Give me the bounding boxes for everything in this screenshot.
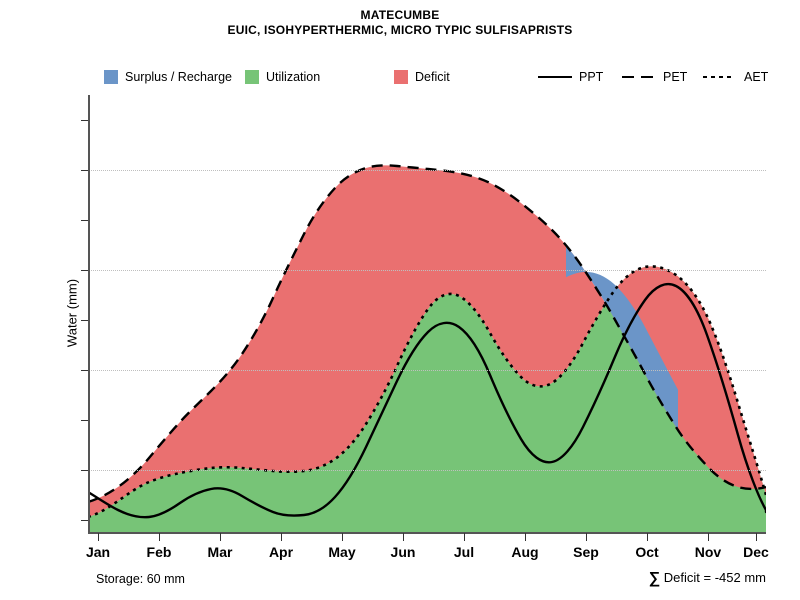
y-axis-title: Water (mm) <box>64 278 80 348</box>
pet-line <box>88 164 766 504</box>
ytick-200 <box>81 119 88 121</box>
xtick-label-dec: Dec <box>743 544 769 560</box>
aet-line <box>88 265 766 519</box>
gridline-100 <box>88 369 766 372</box>
xtick-label-aug: Aug <box>511 544 539 560</box>
xtick-mar <box>220 533 222 541</box>
surplus-swatch-icon <box>104 70 118 84</box>
ytick-140 <box>81 269 88 271</box>
xtick-label-jul: Jul <box>453 544 475 560</box>
xtick-nov <box>708 533 710 541</box>
legend-item-deficit: Deficit <box>394 66 450 88</box>
legend-item-utilization: Utilization <box>245 66 320 88</box>
surplus-area <box>566 245 678 431</box>
storage-note: Storage: 60 mm <box>96 572 185 586</box>
sigma-icon: ∑ <box>648 570 661 587</box>
utilization-area <box>88 266 766 532</box>
xtick-label-nov: Nov <box>694 544 722 560</box>
xtick-jun <box>403 533 405 541</box>
legend-label-ppt: PPT <box>579 70 604 84</box>
plot-area: 40 60 80 100 120 140 160 180 200 Water (… <box>65 95 769 560</box>
legend-label-deficit: Deficit <box>415 70 450 84</box>
ytick-160 <box>81 219 88 221</box>
xtick-may <box>342 533 344 541</box>
xtick-jan <box>98 533 100 541</box>
dashed-line-icon <box>622 70 656 84</box>
ytick-120 <box>81 319 88 321</box>
xtick-jul <box>464 533 466 541</box>
legend-item-aet: AET <box>703 66 768 88</box>
gridline-150 <box>88 269 766 272</box>
xtick-dec <box>756 533 758 541</box>
dotted-line-icon <box>703 70 737 84</box>
legend-label-surplus: Surplus / Recharge <box>125 70 233 84</box>
chart-legend: Surplus / Recharge Utilization Deficit P… <box>0 66 800 88</box>
legend-label-aet: AET <box>744 70 769 84</box>
xtick-aug <box>525 533 527 541</box>
ytick-60 <box>81 469 88 471</box>
legend-item-surplus: Surplus / Recharge <box>104 66 232 88</box>
chart-title-block: MATECUMBE EUIC, ISOHYPERTHERMIC, MICRO T… <box>0 8 800 38</box>
xtick-label-sep: Sep <box>573 544 599 560</box>
xtick-label-apr: Apr <box>268 544 294 560</box>
xtick-label-feb: Feb <box>146 544 172 560</box>
chart-title: MATECUMBE <box>360 8 440 22</box>
chart-subtitle: EUIC, ISOHYPERTHERMIC, MICRO TYPIC SULFI… <box>227 23 573 37</box>
xtick-sep <box>586 533 588 541</box>
legend-item-ppt: PPT <box>538 66 603 88</box>
xtick-feb <box>159 533 161 541</box>
xtick-label-jan: Jan <box>85 544 111 560</box>
gridline-50 <box>88 469 766 472</box>
xtick-label-oct: Oct <box>635 544 659 560</box>
utilization-swatch-icon <box>245 70 259 84</box>
x-axis-line <box>88 532 766 534</box>
legend-label-pet: PET <box>663 70 688 84</box>
deficit-swatch-icon <box>394 70 408 84</box>
ytick-180 <box>81 169 88 171</box>
legend-item-pet: PET <box>622 66 687 88</box>
xtick-apr <box>281 533 283 541</box>
ytick-40 <box>81 519 88 521</box>
chart-canvas <box>88 164 766 532</box>
xtick-label-jun: Jun <box>390 544 416 560</box>
gridline-200 <box>88 169 766 172</box>
xtick-label-may: May <box>328 544 356 560</box>
legend-label-utilization: Utilization <box>266 70 321 84</box>
ytick-100 <box>81 369 88 371</box>
xtick-label-mar: Mar <box>207 544 233 560</box>
xtick-oct <box>647 533 649 541</box>
ppt-line <box>88 282 766 519</box>
deficit-total-text: Deficit = -452 mm <box>660 570 766 585</box>
y-axis-line <box>88 95 90 532</box>
ytick-80 <box>81 419 88 421</box>
solid-line-icon <box>538 70 572 84</box>
deficit-total-note: ∑ Deficit = -452 mm <box>649 570 766 588</box>
deficit-area <box>88 165 766 517</box>
